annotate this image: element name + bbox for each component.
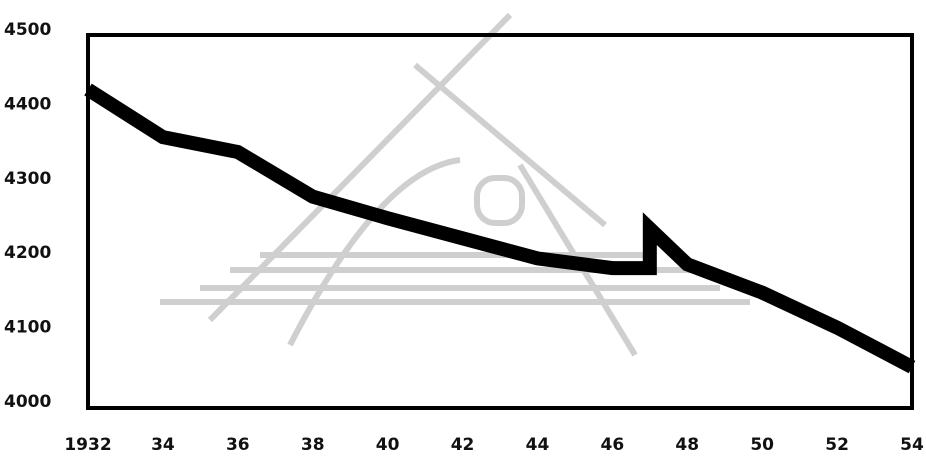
x-tick-label: 44 xyxy=(526,435,550,455)
x-tick-label: 50 xyxy=(750,435,774,455)
x-tick-label: 34 xyxy=(151,435,175,455)
y-tick-label: 4200 xyxy=(4,243,51,263)
y-tick-label: 4500 xyxy=(4,20,51,40)
x-tick-label: 1932 xyxy=(64,435,111,455)
x-tick-label: 36 xyxy=(226,435,250,455)
x-tick-label: 48 xyxy=(675,435,699,455)
x-tick-label: 46 xyxy=(601,435,625,455)
x-tick-label: 52 xyxy=(825,435,849,455)
chart: 4000 4100 4200 4300 4400 4500 1932 34 36 38 40 42 44… xyxy=(0,0,926,456)
x-tick-label: 42 xyxy=(451,435,475,455)
background-illustration xyxy=(160,15,750,355)
x-tick-label: 54 xyxy=(900,435,924,455)
data-line xyxy=(88,90,912,368)
y-tick-label: 4100 xyxy=(4,318,51,338)
y-tick-label: 4000 xyxy=(4,392,51,412)
y-tick-label: 4300 xyxy=(4,169,51,189)
y-tick-label: 4400 xyxy=(4,94,51,114)
x-tick-label: 38 xyxy=(301,435,325,455)
x-tick-label: 40 xyxy=(376,435,400,455)
